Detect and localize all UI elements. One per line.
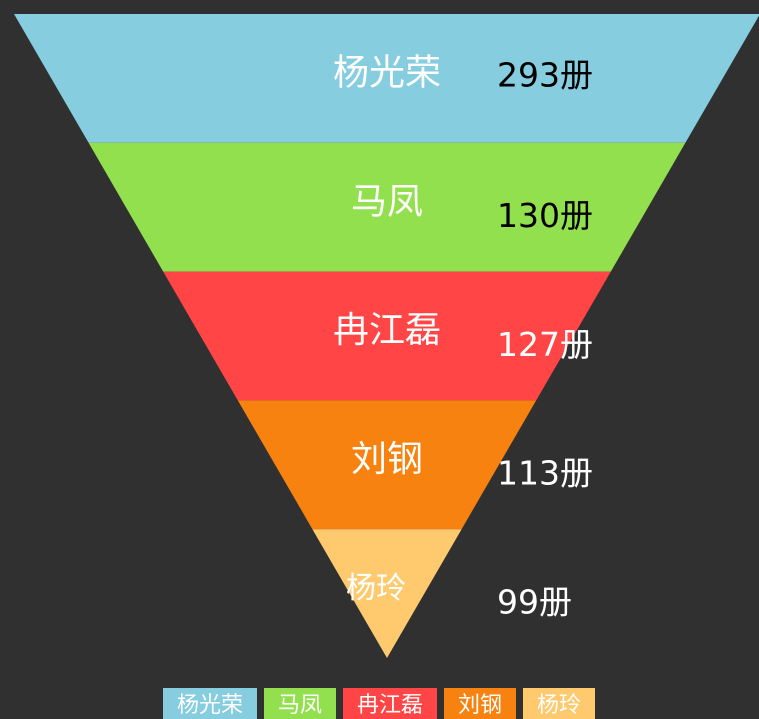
value-label: 127册: [497, 325, 593, 364]
legend-label: 杨光荣: [177, 693, 243, 718]
legend-label: 冉江磊: [357, 693, 423, 718]
funnel-segment: [14, 14, 759, 143]
legend-label: 杨玲: [537, 693, 581, 718]
legend-swatch: [343, 688, 437, 719]
segment-label: 杨光荣: [333, 53, 441, 94]
legend-swatch: [163, 688, 257, 719]
value-label: 113册: [497, 454, 593, 493]
funnel-segment: [163, 271, 611, 401]
legend-label: 马凤: [278, 693, 322, 718]
legend-label: 刘钢: [458, 693, 502, 718]
funnel-segment: [312, 529, 462, 658]
value-label: 99册: [497, 582, 572, 621]
value-label: 293册: [497, 56, 593, 95]
legend-swatch: [523, 688, 595, 719]
segment-label: 冉江磊: [333, 310, 441, 351]
segment-label: 杨玲: [346, 571, 406, 606]
segment-label: 刘钢: [351, 439, 423, 480]
funnel-segment: [237, 400, 537, 530]
legend-swatch: [264, 688, 336, 719]
segment-label: 马凤: [351, 181, 423, 222]
value-label: 130册: [497, 196, 593, 235]
legend-swatch: [444, 688, 516, 719]
funnel-segment: [88, 142, 686, 272]
